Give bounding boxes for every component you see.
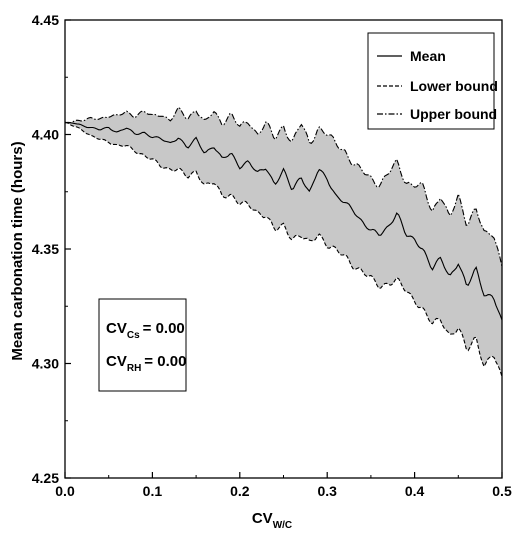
y-axis-label: Mean carbonation time (hours)	[9, 141, 26, 360]
y-axis: 4.25 4.30 4.35 4.40 4.45	[32, 12, 71, 486]
legend-label-mean: Mean	[410, 48, 446, 64]
x-tick-label: 0.4	[405, 483, 425, 499]
annotation-cv-rh-sub: RH	[127, 363, 141, 374]
legend: Mean Lower bound Upper bound	[367, 32, 498, 130]
legend-label-lower: Lower bound	[410, 78, 498, 94]
series-line-lower-bound	[64, 121, 503, 377]
annotation-box: CVCs = 0.00 CVRH = 0.00	[98, 298, 187, 392]
y-tick-label: 4.30	[32, 356, 59, 372]
x-tick-label: 0.3	[317, 483, 337, 499]
x-axis-label-main: CV	[252, 510, 273, 527]
annotation-cv-rh: CVRH = 0.00	[106, 353, 186, 374]
confidence-band	[65, 107, 502, 377]
x-tick-label: 0.2	[230, 483, 250, 499]
annotation-cv-cs-value: = 0.00	[143, 320, 185, 337]
x-tick-label: 0.1	[143, 483, 163, 499]
series-line-mean	[64, 121, 503, 321]
legend-label-upper: Upper bound	[410, 106, 497, 122]
series-lines	[64, 106, 503, 377]
annotation-cv-cs-sub: Cs	[127, 330, 140, 341]
annotation-cv-rh-value: = 0.00	[144, 353, 186, 370]
annotation-cv-rh-main: CV	[106, 353, 127, 370]
annotation-cv-cs: CVCs = 0.00	[106, 320, 185, 341]
x-axis-label: CVW/C	[252, 510, 292, 531]
x-tick-label: 0.5	[492, 483, 512, 499]
band-fill	[65, 107, 502, 377]
legend-box	[367, 32, 495, 130]
y-tick-label: 4.45	[32, 12, 59, 28]
series-line-upper-bound	[64, 106, 503, 267]
annotation-cv-cs-main: CV	[106, 320, 127, 337]
annotation-frame	[98, 298, 187, 392]
x-axis: 0.0 0.1 0.2 0.3 0.4 0.5	[55, 472, 512, 499]
x-axis-label-sub: W/C	[273, 520, 292, 531]
y-tick-label: 4.40	[32, 127, 59, 143]
x-tick-label: 0.0	[55, 483, 75, 499]
y-tick-label: 4.25	[32, 470, 59, 486]
y-tick-label: 4.35	[32, 241, 59, 257]
